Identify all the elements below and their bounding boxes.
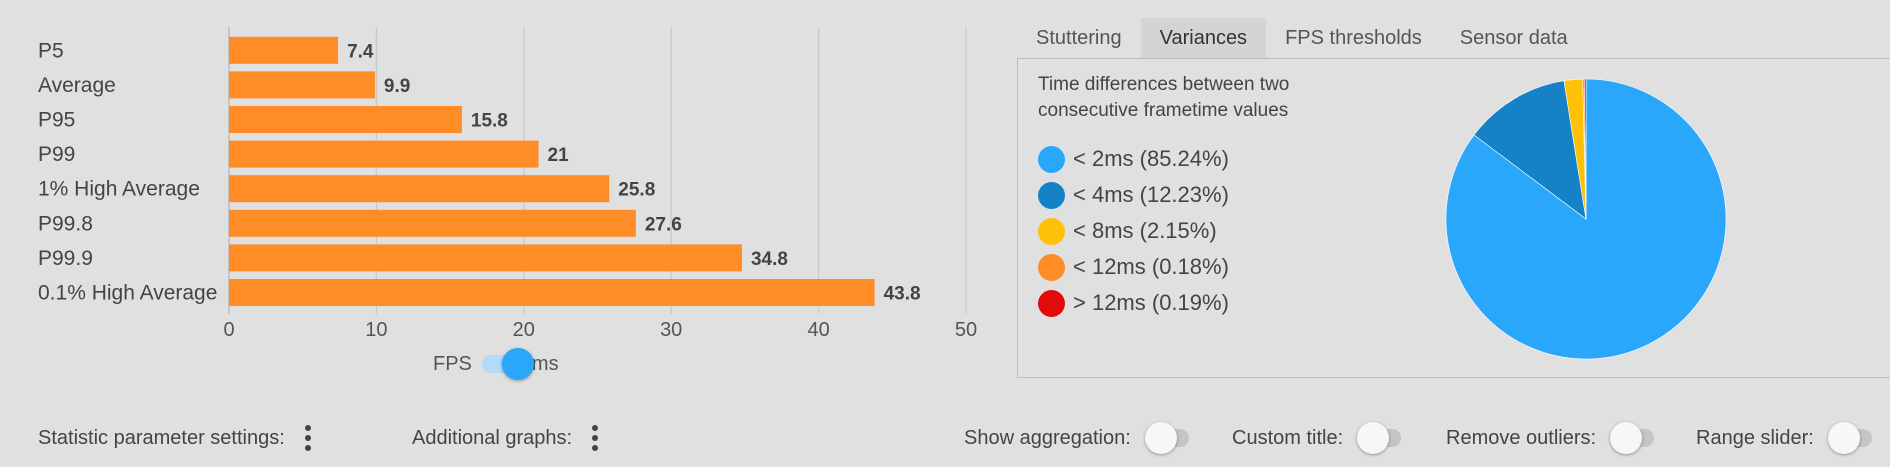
legend-item[interactable]: < 4ms (12.23%) [1038,177,1229,213]
category-label: 1% High Average [38,178,200,201]
legend-label: < 2ms (85.24%) [1073,146,1229,171]
bar-chart: 0 10 20 30 40 50 P5 7.4 Average 9.9 P95 15.8 P99 21 1%… [38,27,977,341]
show-aggregation-label: Show aggregation: [964,426,1131,449]
bar[interactable] [229,140,539,168]
pie-chart [1445,78,1727,360]
legend-dot [1038,145,1065,173]
custom-title: Custom title: [1232,418,1411,458]
show-aggregation-toggle[interactable] [1144,422,1189,454]
category-label: 0.1% High Average [38,282,217,305]
category-label: P99 [38,143,75,166]
x-tick-label: 10 [365,319,387,341]
x-tick-label: 40 [807,319,829,341]
tab-bar: Stuttering Variances FPS thresholds Sens… [1017,18,1587,58]
bar[interactable] [229,209,636,237]
tab-variances[interactable]: Variances [1140,18,1267,58]
statistic-settings-label: Statistic parameter settings: [38,426,285,449]
range-slider-toggle[interactable] [1827,422,1872,454]
value-label: 7.4 [347,41,374,62]
toggle-thumb[interactable] [1144,422,1177,454]
bar[interactable] [229,175,610,203]
description-line-2: consecutive frametime values [1038,100,1289,121]
category-label: P5 [38,39,64,62]
toggle-thumb[interactable] [1610,422,1643,454]
additional-graphs: Additional graphs: [412,418,599,458]
show-aggregation: Show aggregation: [964,418,1199,458]
pie-legend: < 2ms (85.24%) < 4ms (12.23%) < 8ms (2.1… [1038,141,1229,321]
category-label: P99.8 [38,212,93,235]
range-slider: Range slider: [1696,418,1882,458]
legend-label: > 12ms (0.19%) [1073,290,1229,315]
toggle-thumb[interactable] [501,348,534,380]
additional-graphs-label: Additional graphs: [412,426,573,449]
legend-label: < 12ms (0.18%) [1073,254,1229,279]
fps-ms-toggle[interactable] [481,348,534,380]
description-line-1: Time differences between two [1038,74,1290,95]
toggle-thumb[interactable] [1357,422,1390,454]
category-label: P95 [38,109,75,132]
legend-item[interactable]: < 8ms (2.15%) [1038,213,1229,249]
pie-slice[interactable] [1473,80,1587,220]
category-label: P99.9 [38,247,93,270]
x-tick-label: 50 [955,319,977,341]
tab-stuttering[interactable]: Stuttering [1036,27,1122,49]
category-label: Average [38,74,116,97]
ms-label: ms [531,352,559,375]
variances-description: Time differences between two consecutive… [1038,72,1368,124]
value-label: 21 [548,145,570,166]
bar[interactable] [229,244,742,272]
remove-outliers-toggle[interactable] [1610,422,1655,454]
x-tick-label: 0 [223,319,234,341]
legend-item[interactable]: < 2ms (85.24%) [1038,141,1229,177]
bar[interactable] [229,71,375,99]
remove-outliers-label: Remove outliers: [1446,426,1597,449]
statistic-settings-menu-icon[interactable] [304,425,311,451]
legend-item[interactable]: > 12ms (0.19%) [1038,285,1229,321]
value-label: 15.8 [471,111,508,132]
legend-label: < 4ms (12.23%) [1073,182,1229,207]
value-label: 25.8 [618,180,655,201]
value-label: 34.8 [751,249,788,270]
unit-toggle-row: FPS ms [433,347,559,381]
remove-outliers: Remove outliers: [1446,418,1664,458]
legend-dot [1038,289,1065,317]
legend-dot [1038,253,1065,281]
legend-dot [1038,217,1065,245]
range-slider-label: Range slider: [1696,426,1814,449]
variances-panel: Time differences between two consecutive… [1017,58,1890,378]
statistic-settings: Statistic parameter settings: [38,418,311,458]
bar[interactable] [229,106,462,133]
tab-sensor-data[interactable]: Sensor data [1459,27,1568,49]
additional-graphs-menu-icon[interactable] [592,425,599,451]
pie-slice[interactable] [1584,78,1587,220]
x-tick-label: 20 [513,319,535,341]
tab-fps-thresholds[interactable]: FPS thresholds [1285,27,1422,49]
bottom-toolbar: Statistic parameter settings: Additional… [0,418,1890,458]
value-label: 43.8 [884,284,921,305]
value-label: 9.9 [384,76,410,97]
bar[interactable] [229,279,875,306]
bar[interactable] [229,36,339,64]
value-label: 27.6 [645,214,682,235]
toggle-thumb[interactable] [1827,422,1860,454]
legend-dot [1038,181,1065,209]
legend-label: < 8ms (2.15%) [1073,218,1217,243]
fps-label: FPS [433,352,472,375]
custom-title-toggle[interactable] [1357,422,1402,454]
legend-item[interactable]: < 12ms (0.18%) [1038,249,1229,285]
custom-title-label: Custom title: [1232,426,1344,449]
x-tick-label: 30 [660,319,682,341]
